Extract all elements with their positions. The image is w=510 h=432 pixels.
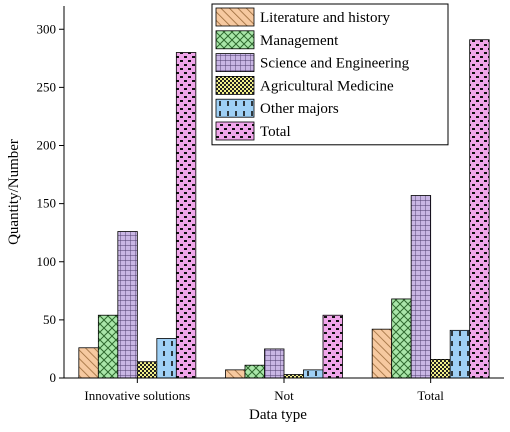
y-tick-label: 200 [37, 138, 57, 153]
bar-other-majors-total [449, 329, 471, 379]
y-tick-label: 250 [37, 79, 57, 94]
bar-literature-and-history-innovative-solutions [78, 347, 99, 379]
bar-agricultural-medicine-total [430, 358, 451, 379]
x-axis-title: Data type [249, 407, 307, 423]
bar-agricultural-medicine-not [283, 374, 304, 379]
bar-other-majors-not [303, 369, 324, 379]
y-tick-label: 150 [37, 196, 57, 211]
y-tick-label: 0 [50, 370, 57, 385]
legend-label: Agricultural Medicine [260, 78, 394, 94]
y-tick-label: 50 [43, 312, 56, 327]
bar-agricultural-medicine-innovative-solutions [136, 361, 158, 379]
y-tick-label: 100 [37, 254, 57, 269]
legend-label: Management [260, 33, 339, 49]
bar-total-not [322, 314, 343, 379]
legend-swatch-total [215, 121, 255, 141]
y-axis-title: Quantity/Number [6, 139, 22, 245]
x-tick-label: Innovative solutions [84, 388, 190, 403]
legend-swatch-management [215, 30, 255, 50]
y-axis-ticks: 0 50 100 150 200 250 300 [37, 21, 64, 385]
legend: Literature and history Management Science … [211, 3, 449, 146]
legend-swatch-other-majors [215, 98, 255, 118]
legend-label: Total [260, 124, 291, 140]
bar-science-and-engineering-innovative-solutions [117, 231, 138, 379]
x-tick-label: Not [274, 388, 294, 403]
legend-swatch-agricultural-medicine [215, 76, 255, 95]
legend-label: Other majors [260, 101, 339, 117]
bar-other-majors-innovative-solutions [156, 338, 177, 379]
x-tick-label: Total [417, 388, 444, 403]
x-axis-ticks: Innovative solutions Not Total [84, 378, 444, 403]
bars-group [78, 39, 490, 379]
bar-science-and-engineering-not [264, 348, 285, 379]
legend-label: Literature and history [260, 10, 390, 26]
bar-literature-and-history-not [225, 369, 246, 379]
bar-literature-and-history-total [371, 328, 393, 379]
bar-management-total [391, 298, 412, 379]
legend-box [211, 3, 449, 146]
legend-swatch-literature-and-history [215, 7, 255, 27]
bar-management-not [244, 364, 265, 379]
bar-total-total [469, 39, 490, 379]
bar-management-innovative-solutions [97, 314, 119, 379]
bar-science-and-engineering-total [410, 195, 432, 379]
legend-label: Science and Engineering [260, 56, 410, 72]
y-tick-label: 300 [37, 21, 57, 36]
bar-total-innovative-solutions [175, 52, 197, 379]
legend-swatch-science-and-engineering [215, 53, 255, 72]
